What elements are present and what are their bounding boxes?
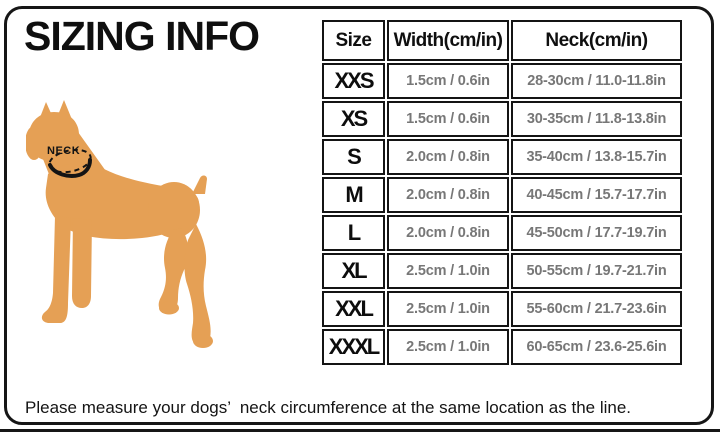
width-cell: 2.0cm / 0.8in — [387, 177, 509, 213]
size-cell: M — [322, 177, 385, 213]
size-cell: XXS — [322, 63, 385, 99]
width-cell: 2.5cm / 1.0in — [387, 253, 509, 289]
table-row-xxs: XXS 1.5cm / 0.6in 28-30cm / 11.0-11.8in — [322, 63, 682, 99]
col-header-width: Width(cm/in) — [387, 20, 509, 61]
col-header-neck: Neck(cm/in) — [511, 20, 682, 61]
page-title: SIZING INFO — [24, 13, 260, 59]
collar-dashed-line — [48, 148, 92, 174]
header-row: Size Width(cm/in) Neck(cm/in) — [322, 20, 682, 61]
table-row-xs: XS 1.5cm / 0.6in 30-35cm / 11.8-13.8in — [322, 101, 682, 137]
size-cell: L — [322, 215, 385, 251]
width-cell: 1.5cm / 0.6in — [387, 63, 509, 99]
caption: Please measure your dogs’ neck circumfer… — [25, 398, 632, 417]
size-cell: XXL — [322, 291, 385, 327]
width-cell: 2.0cm / 0.8in — [387, 215, 509, 251]
table-row-xxxl: XXXL 2.5cm / 1.0in 60-65cm / 23.6-25.6in — [322, 329, 682, 365]
table-row-m: M 2.0cm / 0.8in 40-45cm / 15.7-17.7in — [322, 177, 682, 213]
table-row-l: L 2.0cm / 0.8in 45-50cm / 17.7-19.7in — [322, 215, 682, 251]
neck-cell: 45-50cm / 17.7-19.7in — [511, 215, 682, 251]
dog-silhouette — [26, 100, 213, 348]
size-cell: XL — [322, 253, 385, 289]
neck-cell: 60-65cm / 23.6-25.6in — [511, 329, 682, 365]
width-cell: 2.0cm / 0.8in — [387, 139, 509, 175]
table-row-xl: XL 2.5cm / 1.0in 50-55cm / 19.7-21.7in — [322, 253, 682, 289]
size-cell: XXXL — [322, 329, 385, 365]
col-header-size: Size — [322, 20, 385, 61]
neck-cell: 28-30cm / 11.0-11.8in — [511, 63, 682, 99]
collar-solid-line — [48, 158, 92, 178]
width-cell: 1.5cm / 0.6in — [387, 101, 509, 137]
neck-cell: 30-35cm / 11.8-13.8in — [511, 101, 682, 137]
size-cell: XS — [322, 101, 385, 137]
width-cell: 2.5cm / 1.0in — [387, 329, 509, 365]
table-row-s: S 2.0cm / 0.8in 35-40cm / 13.8-15.7in — [322, 139, 682, 175]
bottom-edge-line — [0, 429, 720, 432]
neck-cell: 55-60cm / 21.7-23.6in — [511, 291, 682, 327]
size-cell: S — [322, 139, 385, 175]
neck-cell: 50-55cm / 19.7-21.7in — [511, 253, 682, 289]
sizing-table: Size Width(cm/in) Neck(cm/in) XXS 1.5cm … — [320, 18, 684, 367]
width-cell: 2.5cm / 1.0in — [387, 291, 509, 327]
neck-cell: 40-45cm / 15.7-17.7in — [511, 177, 682, 213]
dog-illustration: NECK — [26, 98, 226, 353]
neck-cell: 35-40cm / 13.8-15.7in — [511, 139, 682, 175]
table-row-xxl: XXL 2.5cm / 1.0in 55-60cm / 21.7-23.6in — [322, 291, 682, 327]
neck-label: NECK — [47, 145, 80, 157]
